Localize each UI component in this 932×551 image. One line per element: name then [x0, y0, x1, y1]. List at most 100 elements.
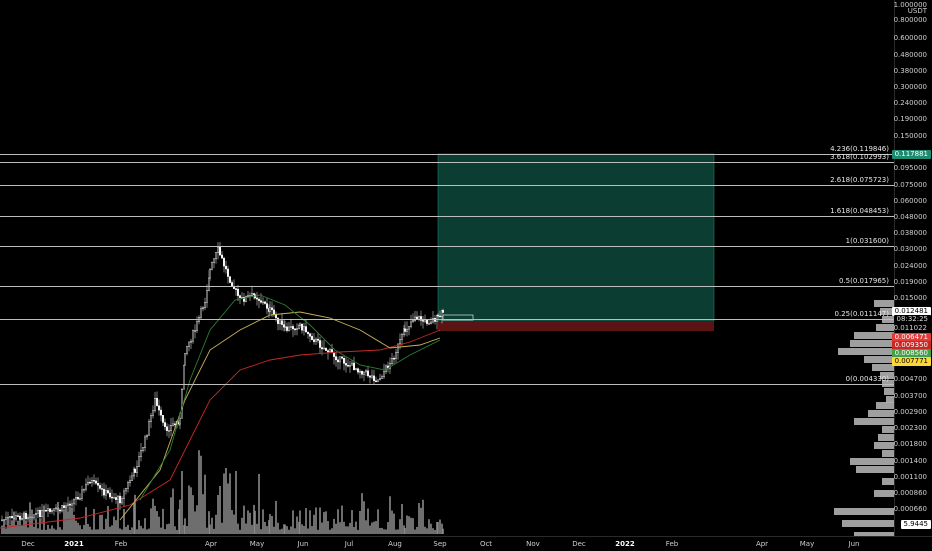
- volume-bar: [321, 522, 323, 534]
- candle-body: [325, 347, 328, 351]
- volume-bar: [51, 525, 53, 534]
- volume-bar: [181, 470, 183, 534]
- candle-body: [365, 370, 368, 373]
- candle-body: [319, 340, 322, 348]
- candle-body: [201, 307, 204, 310]
- volume-bar: [200, 455, 202, 534]
- volume-bar: [442, 528, 444, 534]
- candle-body: [17, 515, 20, 517]
- candle-body: [84, 483, 87, 490]
- candle-body: [118, 495, 121, 504]
- fib-level-line[interactable]: [0, 185, 894, 186]
- volume-bar: [121, 529, 123, 534]
- price-tick: 0.030000: [893, 245, 927, 253]
- volume-profile-bar: [880, 308, 894, 315]
- target-zone: [437, 153, 715, 322]
- fib-level-line[interactable]: [0, 246, 894, 247]
- fib-level-line[interactable]: [0, 384, 894, 385]
- candle-body: [19, 515, 22, 520]
- candle-body: [317, 338, 320, 341]
- candle-body: [271, 307, 274, 311]
- candle-body: [373, 375, 376, 382]
- fib-level-label: 4.236(0.119846): [830, 145, 889, 153]
- volume-bar: [355, 521, 357, 534]
- countdown-timer: 08:32:25: [893, 315, 931, 324]
- yellow-price-tag: 0.007771: [891, 357, 931, 366]
- volume-bar: [262, 509, 264, 534]
- volume-bar: [150, 508, 152, 534]
- chart-area[interactable]: 4.236(0.119846) 3.618(0.102993) 2.618(0.07…: [0, 0, 894, 536]
- candlestick-chart[interactable]: [0, 0, 894, 536]
- volume-profile-bar: [850, 340, 894, 347]
- volume-profile-bar: [874, 442, 894, 449]
- volume-bar: [367, 508, 369, 534]
- candle-body: [193, 330, 196, 332]
- candle-body: [210, 262, 213, 270]
- fib-level-line[interactable]: [0, 162, 894, 163]
- volume-bar: [387, 522, 389, 534]
- volume-profile-bar: [882, 380, 894, 387]
- candle-body: [303, 326, 306, 331]
- volume-bar: [15, 525, 17, 534]
- volume-bar: [29, 502, 31, 534]
- volume-profile-bar: [874, 300, 894, 307]
- volume-bar: [258, 473, 260, 534]
- volume-bar: [254, 510, 256, 534]
- volume-bar: [333, 518, 335, 534]
- time-label: Jun: [297, 540, 309, 548]
- price-tick: 0.600000: [893, 34, 927, 42]
- candle-body: [189, 340, 192, 343]
- candle-body: [273, 309, 276, 315]
- price-tick: 0.075000: [893, 181, 927, 189]
- candle-body: [110, 496, 113, 499]
- volume-bar: [39, 518, 41, 534]
- volume-bar: [103, 529, 105, 534]
- candle-body: [47, 508, 50, 511]
- candle-body: [337, 359, 340, 363]
- price-tick: 0.048000: [893, 213, 927, 221]
- price-axis[interactable]: 1.000000 USDT 0.800000 0.600000 0.480000…: [891, 0, 932, 536]
- candle-body: [171, 423, 174, 426]
- volume-bar: [59, 527, 61, 534]
- volume-bar: [113, 516, 115, 534]
- volume-bar: [174, 526, 176, 534]
- fib-level-line[interactable]: [0, 154, 894, 155]
- fib-level-line[interactable]: [0, 216, 894, 217]
- fib-level-line[interactable]: [0, 286, 894, 287]
- green-price-tag: 0.008560: [891, 349, 931, 358]
- volume-bar: [178, 509, 180, 534]
- candle-body: [167, 430, 170, 432]
- time-axis[interactable]: Dec 2021 Feb Apr May Jun Jul Aug Sep Oct…: [0, 536, 932, 551]
- time-label: Apr: [755, 540, 769, 548]
- candle-body: [14, 515, 17, 520]
- candle-body: [281, 320, 284, 325]
- volume-bar: [283, 524, 285, 534]
- volume-bar: [158, 516, 160, 534]
- volume-bar: [353, 526, 355, 534]
- volume-bar: [365, 520, 367, 534]
- volume-bar: [179, 499, 181, 534]
- price-tick: 0.000660: [893, 505, 927, 513]
- candle-body: [80, 489, 83, 499]
- volume-bar: [23, 511, 25, 534]
- volume-bar: [422, 499, 424, 534]
- candle-body: [228, 276, 231, 283]
- candle-body: [214, 252, 217, 260]
- candle-body: [321, 347, 324, 350]
- candle-body: [329, 349, 332, 353]
- candle-body: [355, 368, 358, 371]
- moving-average-yellow: [119, 311, 441, 521]
- volume-bar: [144, 518, 146, 534]
- candle-body: [401, 334, 404, 340]
- volume-bar: [381, 527, 383, 534]
- volume-bar: [305, 508, 307, 534]
- candle-body: [224, 265, 227, 270]
- candle-body: [55, 507, 58, 510]
- fib-level-line[interactable]: [0, 319, 894, 320]
- time-label: Nov: [526, 540, 540, 548]
- price-tick: 0.002300: [893, 424, 927, 432]
- volume-bar: [168, 523, 170, 534]
- candle-body: [153, 398, 156, 411]
- volume-bar: [111, 525, 113, 534]
- volume-bar: [176, 529, 178, 534]
